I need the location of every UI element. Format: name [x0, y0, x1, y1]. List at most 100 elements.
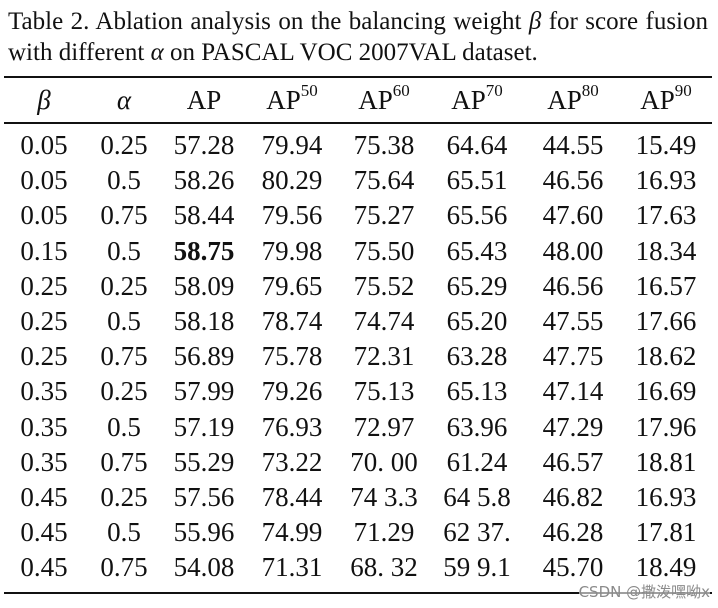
table-cell: 71.31	[261, 552, 323, 583]
table-cell: 57.99	[173, 376, 235, 407]
table-cell: 58.18	[173, 306, 235, 337]
csdn-watermark: CSDN @撒泼嘿呦x	[578, 581, 710, 602]
header-superscript: 90	[674, 81, 692, 100]
table-cell: 0.75	[100, 552, 148, 583]
table-cell: 70. 00	[350, 446, 418, 477]
table-cell: 45.70	[542, 552, 604, 583]
header-label: AP	[266, 85, 301, 115]
table-cell: 0.25	[100, 270, 148, 301]
caption-text-3: on PASCAL VOC 2007VAL dataset.	[163, 39, 538, 66]
table-row: 0.35 0.25 57.99 79.26 75.13 65.13 47.14 16.69	[4, 374, 712, 409]
table-cell: 57.19	[173, 411, 235, 442]
header-cell: AP	[164, 80, 244, 120]
table-cell: 16.57	[635, 270, 697, 301]
table-cell: 54.08	[173, 552, 235, 583]
table-cell: 0.25	[20, 341, 68, 372]
table-cell: 0.25	[20, 306, 68, 337]
table-cell: 16.93	[635, 481, 697, 512]
table-cell: 47.14	[542, 376, 604, 407]
table-top-rule	[4, 76, 712, 78]
header-superscript: 80	[581, 81, 599, 100]
table-cell: 65.56	[446, 200, 508, 231]
table-cell: 46.28	[542, 517, 604, 548]
table-cell: 72.97	[353, 411, 415, 442]
table-cell: 0.5	[107, 306, 141, 337]
table-cell: 63.96	[446, 411, 508, 442]
table-row: 0.25 0.25 58.09 79.65 75.52 65.29 46.56 16.57	[4, 269, 712, 304]
header-label: AP	[186, 84, 222, 115]
header-cell: AP50	[244, 80, 340, 120]
table-cell: 0.35	[20, 376, 68, 407]
table-cell: 0.45	[20, 552, 68, 583]
table-cell: 46.56	[542, 270, 604, 301]
header-cell: AP60	[340, 80, 428, 120]
table-cell: 16.93	[635, 165, 697, 196]
table-cell: 57.56	[173, 481, 235, 512]
table-cell: 78.44	[261, 481, 323, 512]
table-cell: 74.74	[353, 306, 415, 337]
table-row: 0.05 0.75 58.44 79.56 75.27 65.56 47.60 17.63	[4, 198, 712, 233]
table-cell: 65.43	[446, 235, 508, 266]
table-row: 0.35 0.5 57.19 76.93 72.97 63.96 47.29 17.96	[4, 410, 712, 445]
header-superscript: 60	[392, 81, 410, 100]
table-cell: 55.29	[173, 446, 235, 477]
header-cell: AP80	[526, 80, 620, 120]
table-cell: 0.25	[100, 376, 148, 407]
table-cell: 0.35	[20, 411, 68, 442]
table-cell: 75.27	[353, 200, 415, 231]
table-cell: 0.15	[20, 235, 68, 266]
table-cell: 46.82	[542, 481, 604, 512]
table-cell: 58.44	[173, 200, 235, 231]
table-row: 0.05 0.25 57.28 79.94 75.38 64.64 44.55 15.49	[4, 120, 712, 163]
table-cell: 47.55	[542, 306, 604, 337]
table-cell: 0.25	[100, 481, 148, 512]
table-cell: 79.94	[261, 130, 323, 161]
table-cell: 72.31	[353, 341, 415, 372]
table-cell: 58.26	[173, 165, 235, 196]
table-cell: 17.96	[635, 411, 697, 442]
table-cell: 17.66	[635, 306, 697, 337]
table-cell: 59 9.1	[443, 552, 511, 583]
table-cell: 75.52	[353, 270, 415, 301]
table-caption: Table 2. Ablation analysis on the balanc…	[8, 6, 708, 68]
table-row: 0.15 0.5 58.75 79.98 75.50 65.43 48.00 18.34	[4, 234, 712, 269]
table-cell: 78.74	[261, 306, 323, 337]
table-cell: 0.05	[20, 130, 68, 161]
table-cell: 18.81	[635, 446, 697, 477]
table-cell: 79.65	[261, 270, 323, 301]
table-cell: 0.25	[20, 270, 68, 301]
table-cell: 80.29	[261, 165, 323, 196]
header-label: AP	[451, 85, 486, 115]
table-body: 0.05 0.25 57.28 79.94 75.38 64.64 44.55 15.49 0.…	[4, 120, 712, 585]
table-row: 0.35 0.75 55.29 73.22 70. 00 61.24 46.57 18.81	[4, 445, 712, 480]
table-cell: 65.20	[446, 306, 508, 337]
table-row: 0.45 0.75 54.08 71.31 68. 32 59 9.1 45.70 18.49	[4, 550, 712, 585]
table-cell: 68. 32	[350, 552, 418, 583]
table-cell: 58.09	[173, 270, 235, 301]
table-cell: 47.60	[542, 200, 604, 231]
table-cell: 18.34	[635, 235, 697, 266]
table-cell: 73.22	[261, 446, 323, 477]
table-cell: 65.51	[446, 165, 508, 196]
table-cell: 46.57	[542, 446, 604, 477]
table-cell: 61.24	[446, 446, 508, 477]
table-cell: 64 5.8	[443, 481, 511, 512]
table-cell: 17.81	[635, 517, 697, 548]
table-cell: 56.89	[173, 341, 235, 372]
table-header-row: β α AP AP50 AP60 AP70 AP80 AP90	[4, 80, 712, 120]
table-cell: 74.99	[261, 517, 323, 548]
caption-alpha: α	[150, 39, 164, 66]
table-row: 0.05 0.5 58.26 80.29 75.64 65.51 46.56 16.93	[4, 163, 712, 198]
table-cell: 75.64	[353, 165, 415, 196]
caption-beta: β	[528, 8, 542, 35]
table-cell: 58.75	[173, 235, 235, 266]
table-cell: 47.75	[542, 341, 604, 372]
table-cell: 75.13	[353, 376, 415, 407]
header-cell: AP70	[428, 80, 526, 120]
table-cell: 0.5	[107, 517, 141, 548]
table-cell: 0.45	[20, 481, 68, 512]
table-cell: 48.00	[542, 235, 604, 266]
table-cell: 0.5	[107, 411, 141, 442]
header-superscript: 50	[300, 81, 318, 100]
table-cell: 75.78	[261, 341, 323, 372]
